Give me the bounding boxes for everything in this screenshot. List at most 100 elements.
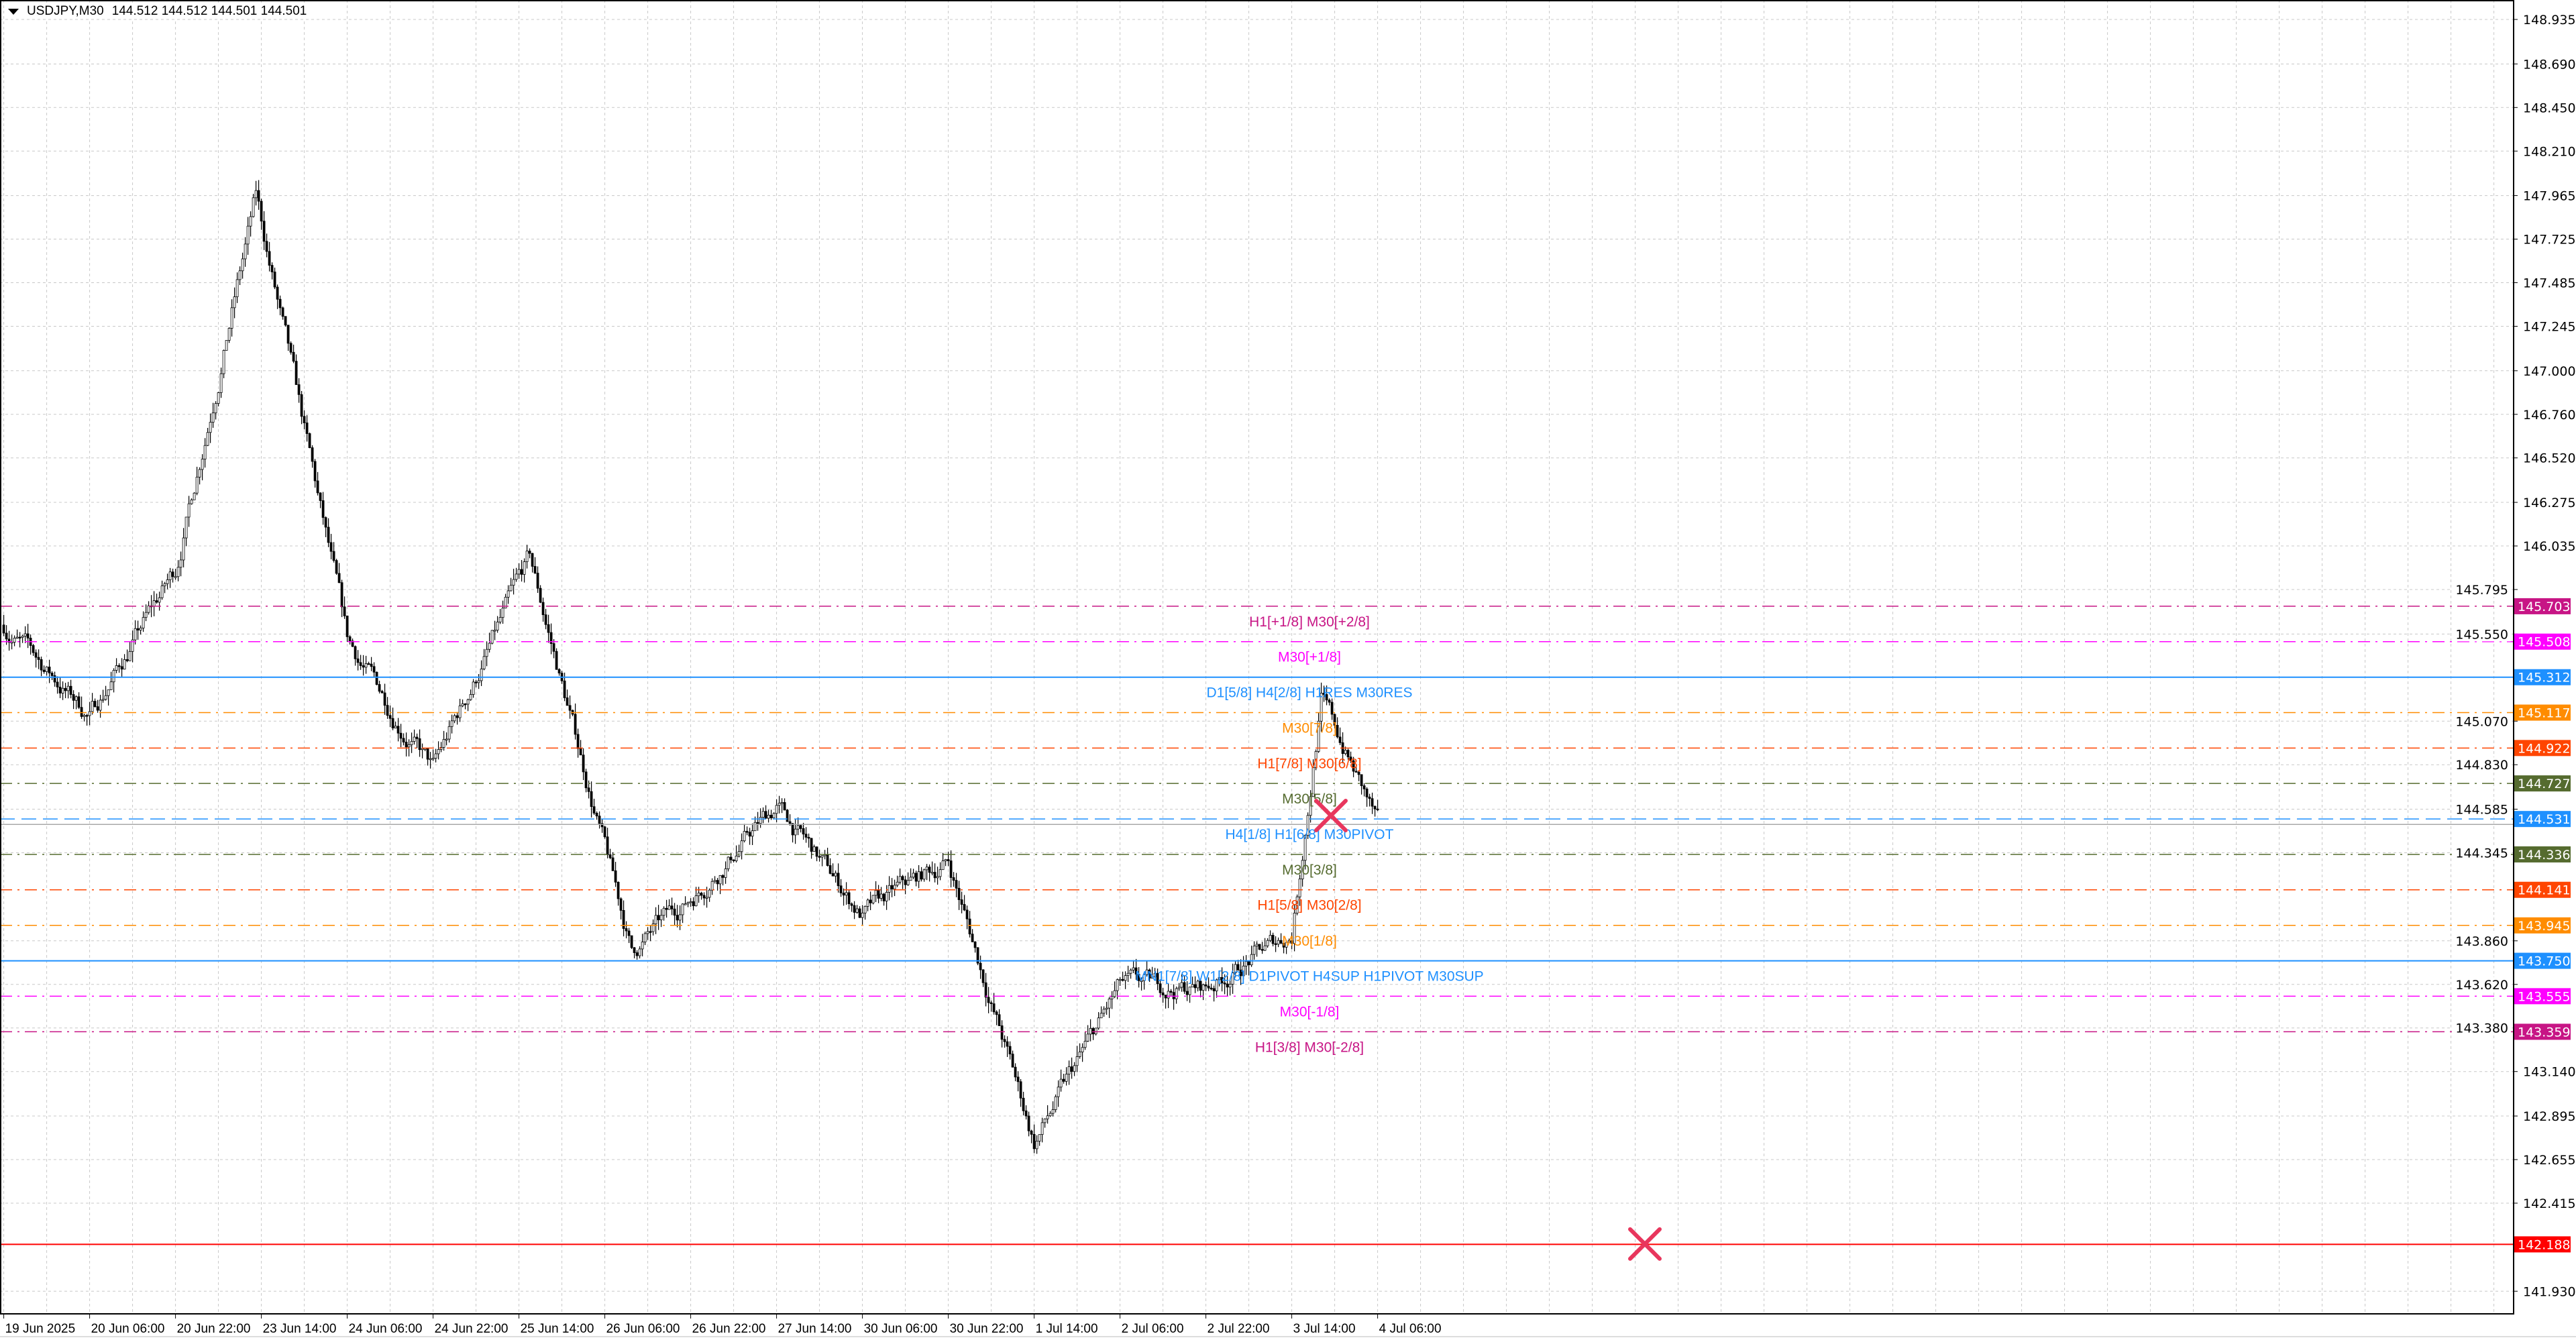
candle-bear [1185,991,1189,995]
candle-bear [345,615,349,637]
candle-bull [1303,835,1307,861]
y-tick-label: 143.140 [2523,1065,2576,1080]
candle-bull [1234,964,1237,974]
candle-bear [300,394,303,417]
candle-bear [584,771,588,789]
candle-bear [64,687,67,691]
candle-bull [509,585,513,592]
candle-bear [818,856,821,858]
candle-bull [1043,1118,1046,1123]
x-tick-label: 30 Jun 06:00 [864,1322,938,1336]
y-tick-label: 142.415 [2523,1196,2576,1211]
candle-bear [348,636,352,642]
candle-bull [158,597,161,603]
candle-bull [777,803,781,806]
x-tick-label: 2 Jul 06:00 [1122,1322,1184,1336]
candle-bull [638,948,641,956]
candle-bull [147,605,150,613]
candle-bull [1116,979,1119,991]
candle-bear [405,742,408,748]
candle-bear [804,834,808,838]
candle-bull [1140,980,1143,983]
x-tick-label: 25 Jun 14:00 [521,1322,594,1336]
candle-bear [155,600,158,603]
candle-bull [501,608,504,618]
candle-bear [402,738,405,742]
candle-bear [544,614,547,625]
y-tick-label: 143.860 [2455,934,2508,949]
candle-bull [525,551,529,562]
price-tag-label: 145.508 [2518,635,2571,650]
candle-bull [922,869,926,880]
y-tick-label: 144.585 [2455,803,2508,818]
candle-bull [445,738,448,740]
candle-bull [61,687,64,693]
candle-bull [123,659,126,670]
candle-bull [1228,984,1232,988]
candle-bear [96,706,99,711]
candle-bear [1091,1027,1095,1035]
candle-bull [112,670,115,683]
x-cross-icon [1628,1227,1662,1261]
price-tag [2514,598,2571,614]
candle-bull [1309,796,1312,816]
candle-bear [627,930,631,936]
candle-bull [160,585,164,598]
candle-bull [429,758,432,761]
candle-bull [1126,972,1130,976]
candle-bull [91,701,94,712]
candle-bull [641,942,644,950]
symbol-timeframe: USDJPY,M30 [27,4,104,18]
candle-bear [32,645,35,653]
candle-bear [48,667,51,673]
candle-bull [1177,987,1181,989]
candle-bull [662,907,665,916]
candle-bear [869,899,872,903]
candle-bear [729,856,733,860]
candle-bull [15,636,19,638]
candle-bear [649,931,652,933]
candle-bear [329,542,333,552]
candle-bull [1059,1078,1063,1088]
candle-bull [364,663,368,668]
candle-bear [1360,774,1363,786]
candle-bear [882,893,885,901]
price-tag [2514,881,2571,898]
candle-bull [917,871,920,882]
candle-bear [528,551,531,554]
y-tick-label: 146.520 [2523,451,2576,466]
triangle-down-icon[interactable] [8,8,19,15]
candle-bull [254,190,258,199]
candle-bear [1032,1133,1036,1150]
candle-bull [684,903,687,905]
candle-bear [1193,984,1197,989]
candle-bear [1371,798,1374,807]
candle-bear [1260,949,1264,951]
candle-bear [606,836,609,855]
candle-bull [1081,1047,1084,1052]
candle-bear [853,905,856,913]
candle-bear [933,872,936,879]
candle-bear [987,997,990,1003]
candle-bear [1352,760,1355,772]
price-tag [2514,917,2571,934]
candle-bull [442,738,445,748]
candle-bear [600,823,604,828]
candle-bear [791,823,794,836]
candle-bear [831,873,835,877]
candle-bear [18,636,21,638]
candle-bull [1046,1115,1049,1119]
candle-bull [453,715,456,722]
candle-bear [372,666,376,673]
candle-bear [799,825,802,829]
candle-bear [557,669,561,674]
candle-bear [981,969,985,983]
x-tick-label: 26 Jun 06:00 [606,1322,680,1336]
candle-bear [1328,700,1331,703]
candle-bear [555,651,558,670]
candle-bull [1252,946,1256,955]
y-tick-label: 143.380 [2455,1021,2508,1036]
candle-bear [1322,693,1326,695]
candle-bull [437,749,440,755]
